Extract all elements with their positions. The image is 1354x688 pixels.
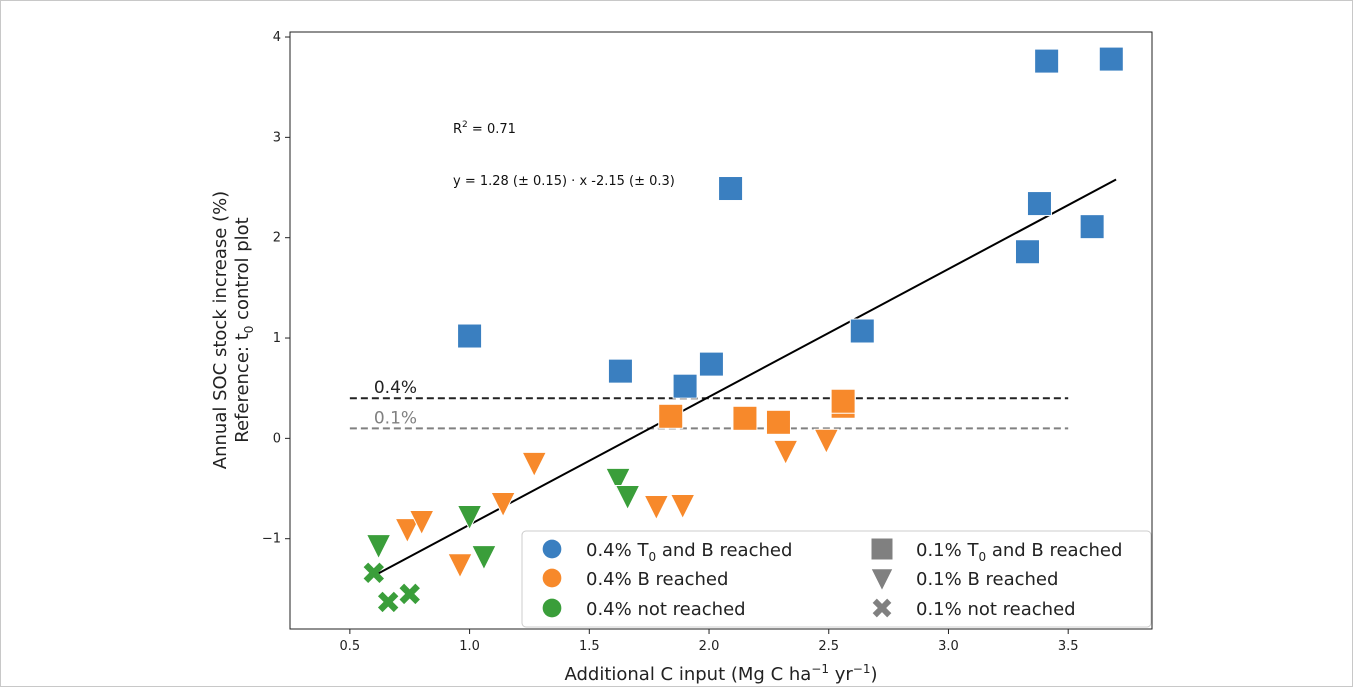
x-tick-label: 0.5 — [340, 639, 361, 654]
square-point-blue — [457, 323, 483, 349]
triangle-point-orange — [408, 510, 435, 536]
legend-label: 0.4% B reached — [586, 569, 728, 590]
square-point-blue — [1098, 46, 1124, 72]
square-point-blue — [672, 373, 698, 399]
triangle-point-green — [471, 545, 497, 571]
x-axis-label: Additional C input (Mg C ha−1 yr−1) — [564, 662, 877, 685]
y-axis-label: Annual SOC stock increase (%) Reference:… — [210, 191, 256, 469]
square-point-orange — [658, 403, 684, 429]
square-point-blue — [1079, 214, 1105, 240]
legend-box — [521, 530, 1152, 628]
regression-line — [373, 178, 1117, 577]
square-point-orange — [732, 405, 758, 431]
triangle-point-orange — [813, 428, 840, 455]
square-point-blue — [1014, 239, 1040, 265]
square-point-orange — [830, 388, 856, 414]
y-tick-label: 3 — [273, 130, 281, 145]
square-point-blue — [1034, 48, 1060, 74]
square-point-blue — [718, 176, 744, 202]
triangle-point-orange — [772, 439, 799, 466]
square-point-blue — [849, 318, 875, 344]
x-point-green — [399, 583, 420, 605]
threshold-lines: 0.4% 0.1% — [349, 378, 1069, 430]
y-axis-label-line2: Reference: t0 control plot — [232, 217, 256, 442]
legend-marker-circle — [542, 568, 562, 588]
x-tick-label: 1.5 — [579, 639, 600, 654]
square-point-blue — [1026, 191, 1052, 217]
y-axis-label-line1: Annual SOC stock increase (%) — [210, 191, 231, 469]
legend: 0.4% T0 and B reached 0.4% B reached 0.4% … — [521, 530, 1152, 628]
x-tick-label: 1.0 — [459, 639, 480, 654]
x-tick-label: 3.5 — [1058, 639, 1079, 654]
regression-line-group — [373, 178, 1117, 577]
y-tick-label: 2 — [273, 231, 281, 246]
r-squared-annotation: R2 = 0.71 — [453, 120, 516, 137]
square-point-blue — [698, 351, 724, 377]
y-tick-label: 1 — [273, 331, 281, 346]
triangle-point-orange — [669, 494, 696, 520]
y-tick-label: 4 — [273, 30, 281, 45]
y-axis-ticks: −1 0 1 2 3 4 — [262, 30, 290, 547]
regression-equation: y = 1.28 (± 0.15) · x -2.15 (± 0.3) — [453, 174, 675, 189]
legend-marker-circle — [542, 539, 562, 559]
legend-marker-square — [870, 537, 894, 561]
legend-label: 0.1% T0 and B reached — [916, 540, 1122, 564]
legend-label: 0.4% not reached — [586, 599, 746, 620]
square-point-orange — [765, 409, 791, 435]
triangle-point-green — [605, 467, 631, 494]
y-tick-label: 0 — [273, 431, 281, 446]
x-tick-label: 3.0 — [938, 639, 959, 654]
triangle-point-green — [365, 534, 392, 560]
x-point-green — [377, 591, 399, 613]
legend-label: 0.1% B reached — [916, 569, 1058, 590]
legend-marker-circle — [542, 598, 562, 618]
x-tick-label: 2.5 — [818, 639, 839, 654]
x-tick-label: 2.0 — [699, 639, 720, 654]
x-axis-ticks: 0.5 1.0 1.5 2.0 2.5 3.0 3.5 — [340, 629, 1079, 654]
plot-area-border — [289, 31, 1153, 630]
triangle-point-orange — [521, 451, 548, 478]
triangle-point-orange — [447, 553, 473, 579]
threshold-label: 0.4% — [374, 378, 417, 398]
triangle-point-orange — [643, 495, 670, 521]
triangle-point-orange — [490, 491, 516, 518]
x-point-green — [363, 562, 385, 584]
triangle-point-green — [456, 505, 483, 531]
legend-marker-triangle — [870, 568, 894, 592]
triangle-point-orange — [394, 518, 421, 544]
threshold-label: 0.1% — [374, 408, 417, 428]
legend-label: 0.4% T0 and B reached — [586, 540, 792, 564]
legend-marker-x — [872, 598, 892, 618]
square-point-blue — [607, 358, 633, 384]
triangle-point-green — [614, 484, 641, 511]
data-points — [363, 46, 1124, 613]
y-tick-label: −1 — [262, 532, 281, 547]
legend-label: 0.1% not reached — [916, 599, 1076, 620]
